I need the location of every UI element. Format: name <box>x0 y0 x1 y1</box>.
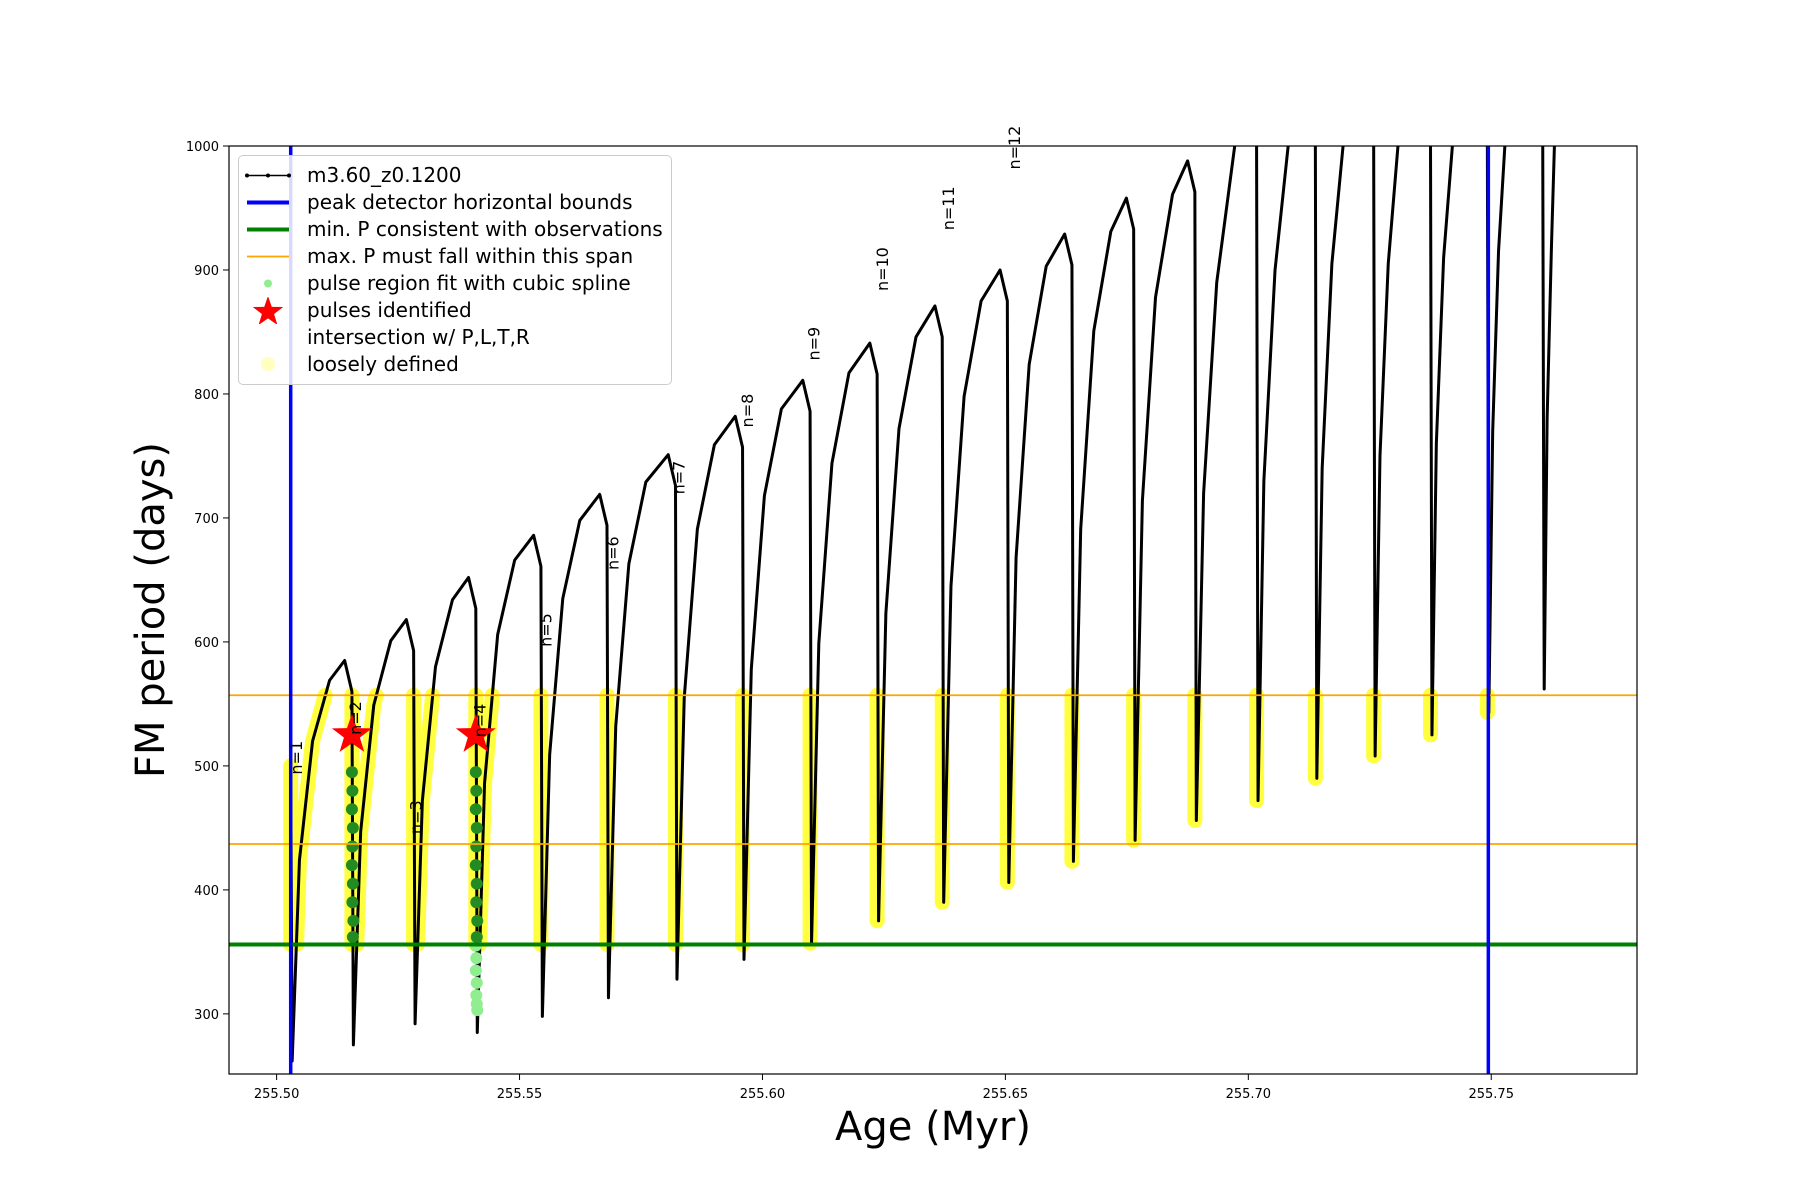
legend-label: max. P must fall within this span <box>307 244 634 268</box>
scatter-point <box>469 964 482 977</box>
legend-entry: pulses identified <box>243 297 663 324</box>
legend-label: peak detector horizontal bounds <box>307 190 633 214</box>
scatter-point <box>346 784 359 797</box>
scatter-point <box>470 877 483 890</box>
annotation: n=2 <box>346 701 365 735</box>
legend-label: pulses identified <box>307 298 472 322</box>
legend-icon <box>245 173 291 178</box>
annotation: n=6 <box>604 536 623 570</box>
y-tick-label: 800 <box>194 388 219 403</box>
x-axis-label: Age (Myr) <box>835 1104 1031 1150</box>
legend-label: intersection w/ P,L,T,R loosely defined <box>307 325 530 376</box>
legend-label: m3.60_z0.1200 <box>307 163 462 187</box>
scatter-point <box>345 803 358 816</box>
scatter-point <box>469 803 482 816</box>
scatter-point <box>345 766 358 779</box>
y-tick-label: 600 <box>194 636 219 651</box>
scatter-point <box>470 989 483 1002</box>
legend-star <box>252 297 284 324</box>
legend-entry: m3.60_z0.1200 <box>243 162 663 189</box>
legend-dot <box>264 279 272 288</box>
scatter-point <box>347 914 360 927</box>
scatter-point <box>470 821 483 834</box>
plot-frame <box>228 145 1638 1075</box>
legend-dot <box>266 173 270 178</box>
legend-entry: intersection w/ P,L,T,R loosely defined <box>243 324 663 378</box>
legend-entry: pulse region fit with cubic spline <box>243 270 663 297</box>
annotation: n=3 <box>406 800 425 834</box>
scatter-point <box>470 840 483 853</box>
scatter-point <box>470 896 483 909</box>
legend-dot <box>287 173 291 178</box>
scatter-point <box>470 976 483 989</box>
scatter-point <box>346 877 359 890</box>
scatter-point <box>469 859 482 872</box>
y-tick-label: 500 <box>194 760 219 775</box>
plot-area <box>229 146 1637 1074</box>
data-line <box>289 146 1556 1063</box>
annotation: n=9 <box>804 327 823 361</box>
y-tick-label: 700 <box>194 512 219 527</box>
legend-icon <box>247 200 289 205</box>
y-tick-label: 400 <box>194 884 219 899</box>
annotation: n=4 <box>471 704 490 738</box>
legend-entry: peak detector horizontal bounds <box>243 189 663 216</box>
scatter-point <box>345 859 358 872</box>
legend-icon <box>261 357 275 371</box>
x-tick-label: 255.70 <box>1226 1087 1272 1102</box>
scatter-point <box>471 1004 484 1017</box>
annotation: n=5 <box>537 613 556 647</box>
x-tick-label: 255.65 <box>983 1087 1029 1102</box>
scatter-point <box>469 766 482 779</box>
y-tick-label: 900 <box>194 264 219 279</box>
scatter-point <box>470 784 483 797</box>
x-tick-label: 255.60 <box>740 1087 786 1102</box>
annotation: n=1 <box>287 741 306 775</box>
x-tick-label: 255.50 <box>254 1087 300 1102</box>
scatter-point <box>470 952 483 965</box>
y-axis-label: FM period (days) <box>128 442 174 778</box>
x-tick-label: 255.55 <box>497 1087 543 1102</box>
star-marker <box>455 713 496 752</box>
scatter-point <box>346 896 359 909</box>
legend-label: pulse region fit with cubic spline <box>307 271 631 295</box>
legend-icon <box>252 297 284 324</box>
annotation: n=12 <box>1005 126 1024 170</box>
y-tick-label: 300 <box>194 1008 219 1023</box>
scatter-point <box>471 914 484 927</box>
legend-label: min. P consistent with observations <box>307 217 663 241</box>
legend-circle <box>261 357 275 371</box>
x-tick-label: 255.75 <box>1468 1087 1514 1102</box>
scatter-point <box>470 931 483 944</box>
annotation: n=8 <box>738 394 757 428</box>
annotation: n=10 <box>873 247 892 291</box>
scatter-point <box>346 840 359 853</box>
legend-icon <box>247 227 289 232</box>
annotation: n=7 <box>670 461 689 495</box>
annotation: n=11 <box>939 186 958 230</box>
legend-entry: min. P consistent with observations <box>243 216 663 243</box>
legend-icon <box>247 255 289 258</box>
legend-icon <box>264 279 272 288</box>
legend-entry: max. P must fall within this span <box>243 243 663 270</box>
star-marker <box>331 713 372 752</box>
y-tick-label: 1000 <box>186 140 219 155</box>
legend-dot <box>245 173 249 178</box>
scatter-point <box>346 821 359 834</box>
scatter-point <box>346 931 359 944</box>
